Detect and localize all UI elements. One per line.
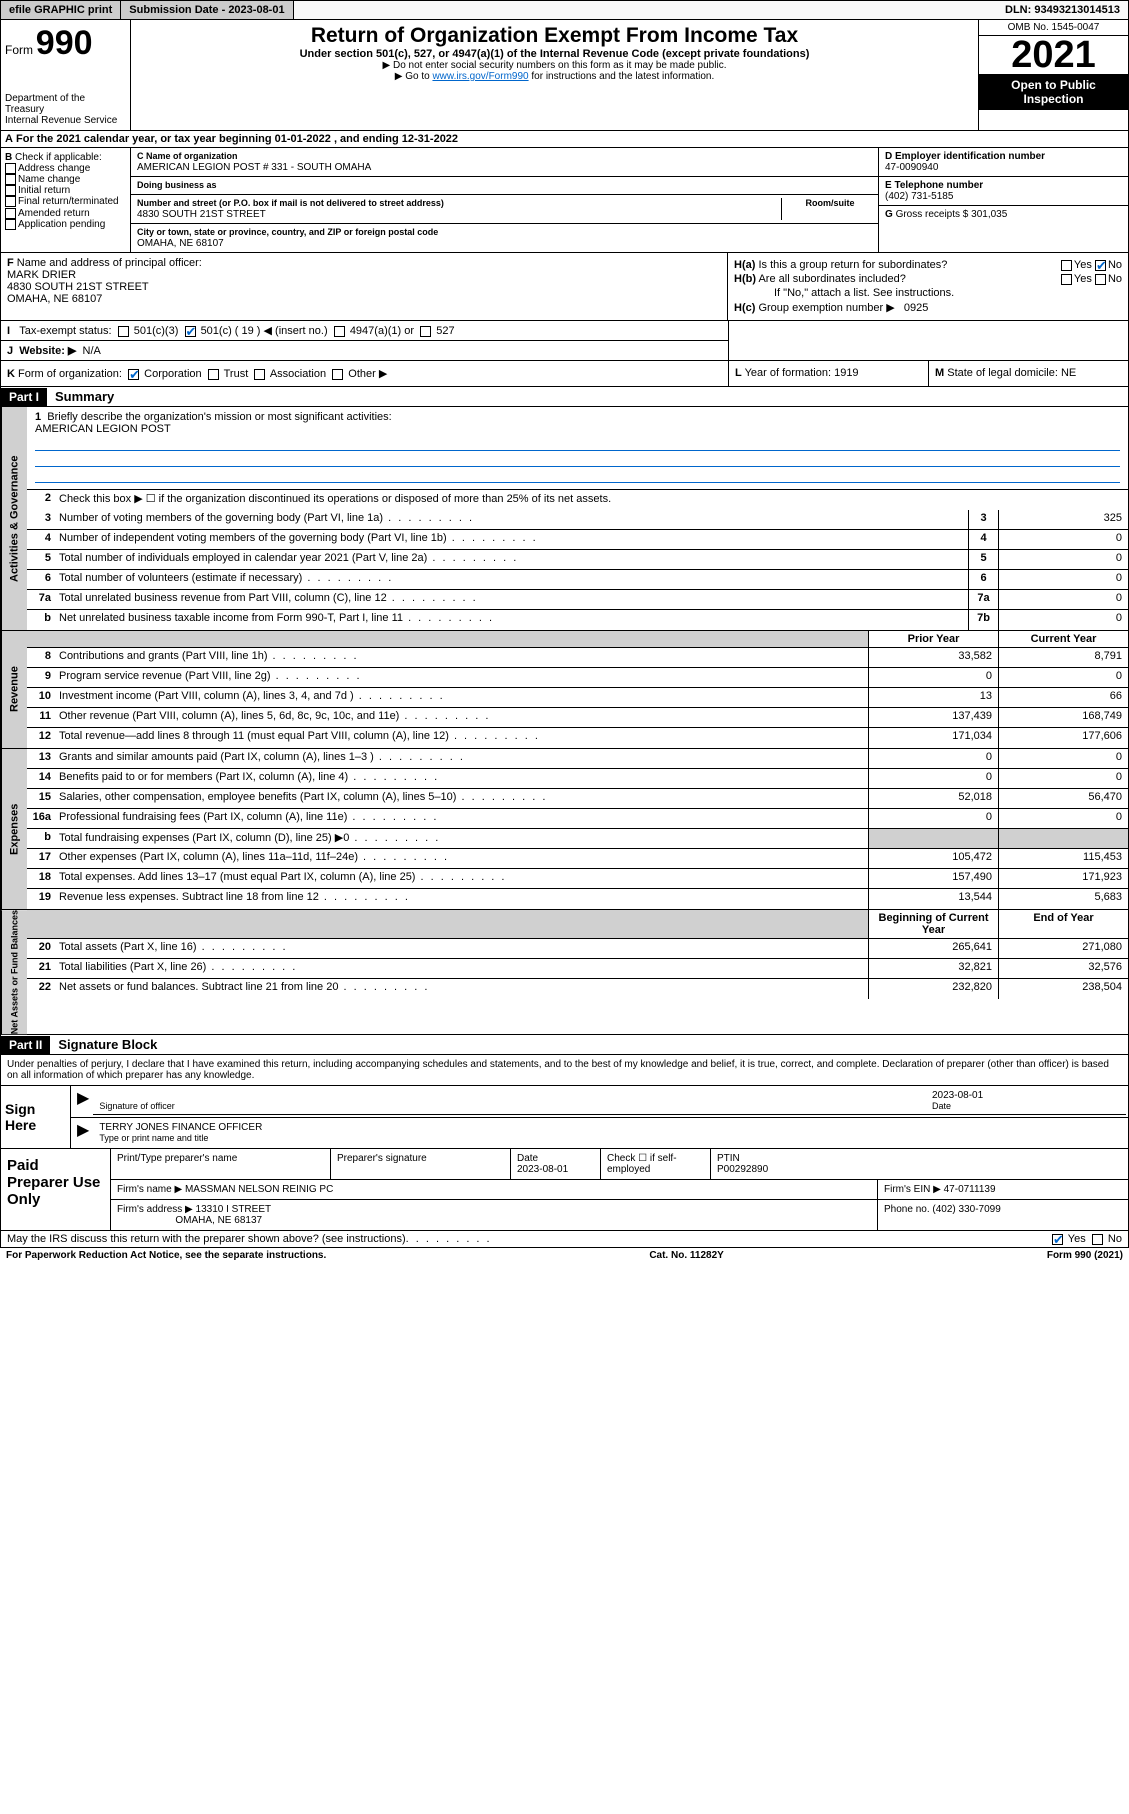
- form-header: Form 990 Department of the Treasury Inte…: [0, 20, 1129, 131]
- col-DEG: D Employer identification number 47-0090…: [878, 148, 1128, 252]
- cb-final[interactable]: Final return/terminated: [5, 196, 126, 207]
- header-right: OMB No. 1545-0047 2021 Open to Public In…: [978, 20, 1128, 130]
- table-row: 14Benefits paid to or for members (Part …: [27, 769, 1128, 789]
- line-M: M State of legal domicile: NE: [928, 361, 1128, 386]
- header-left: Form 990 Department of the Treasury Inte…: [1, 20, 131, 130]
- form-label: Form: [5, 43, 33, 57]
- table-row: 15Salaries, other compensation, employee…: [27, 789, 1128, 809]
- section-BCDEG: B Check if applicable: Address change Na…: [0, 148, 1129, 253]
- sign-here-block: Sign Here ▶ Signature of officer 2023-08…: [0, 1086, 1129, 1149]
- col-F: F Name and address of principal officer:…: [1, 253, 728, 320]
- line-D: D Employer identification number 47-0090…: [879, 148, 1128, 177]
- irs-link[interactable]: www.irs.gov/Form990: [432, 71, 528, 82]
- section-IJ: I Tax-exempt status: 501(c)(3) 501(c) ( …: [0, 321, 1129, 361]
- netassets-section: Net Assets or Fund Balances Beginning of…: [0, 910, 1129, 1035]
- paid-preparer-block: Paid Preparer Use Only Print/Type prepar…: [0, 1149, 1129, 1231]
- c-dba: Doing business as: [131, 177, 878, 195]
- line-I: I Tax-exempt status: 501(c)(3) 501(c) ( …: [1, 321, 728, 341]
- efile-btn[interactable]: efile GRAPHIC print: [1, 1, 121, 19]
- table-row: 6Total number of volunteers (estimate if…: [27, 570, 1128, 590]
- table-row: 17Other expenses (Part IX, column (A), l…: [27, 849, 1128, 869]
- line-K: K Form of organization: Corporation Trus…: [1, 361, 728, 386]
- table-row: 11Other revenue (Part VIII, column (A), …: [27, 708, 1128, 728]
- cb-name[interactable]: Name change: [5, 174, 126, 185]
- col-B: B Check if applicable: Address change Na…: [1, 148, 131, 252]
- c-street: Number and street (or P.O. box if mail i…: [131, 195, 878, 224]
- revenue-section: Revenue Prior Year Current Year 8Contrib…: [0, 631, 1129, 749]
- table-row: 19Revenue less expenses. Subtract line 1…: [27, 889, 1128, 909]
- governance-section: Activities & Governance 1 Briefly descri…: [0, 407, 1129, 631]
- table-row: 18Total expenses. Add lines 13–17 (must …: [27, 869, 1128, 889]
- table-row: 21Total liabilities (Part X, line 26)32,…: [27, 959, 1128, 979]
- cb-amended[interactable]: Amended return: [5, 208, 126, 219]
- submission-date: Submission Date - 2023-08-01: [121, 1, 293, 19]
- part2-header: Part II Signature Block: [0, 1035, 1129, 1055]
- col-H: H(a) Is this a group return for subordin…: [728, 253, 1128, 320]
- c-name: C Name of organization AMERICAN LEGION P…: [131, 148, 878, 177]
- dln: DLN: 93493213014513: [997, 1, 1128, 19]
- open-public: Open to Public Inspection: [979, 74, 1128, 110]
- table-row: 13Grants and similar amounts paid (Part …: [27, 749, 1128, 769]
- part1-header: Part I Summary: [0, 387, 1129, 407]
- table-row: 7aTotal unrelated business revenue from …: [27, 590, 1128, 610]
- form-subtitle: Under section 501(c), 527, or 4947(a)(1)…: [135, 48, 974, 60]
- expenses-label: Expenses: [1, 749, 27, 909]
- dept-treasury: Department of the Treasury: [5, 93, 126, 115]
- sig-intro: Under penalties of perjury, I declare th…: [0, 1055, 1129, 1086]
- table-row: 4Number of independent voting members of…: [27, 530, 1128, 550]
- c-city: City or town, state or province, country…: [131, 224, 878, 252]
- revenue-label: Revenue: [1, 631, 27, 748]
- paid-preparer-label: Paid Preparer Use Only: [1, 1149, 111, 1230]
- tax-year: 2021: [979, 36, 1128, 74]
- table-row: 8Contributions and grants (Part VIII, li…: [27, 648, 1128, 668]
- arrow-icon: ▶: [73, 1120, 93, 1146]
- col-C: C Name of organization AMERICAN LEGION P…: [131, 148, 878, 252]
- governance-label: Activities & Governance: [1, 407, 27, 630]
- line-J: J Website: ▶ N/A: [1, 341, 728, 360]
- mission-block: 1 Briefly describe the organization's mi…: [27, 407, 1128, 490]
- table-row: 12Total revenue—add lines 8 through 11 (…: [27, 728, 1128, 748]
- footer: For Paperwork Reduction Act Notice, see …: [0, 1248, 1129, 1263]
- header-mid: Return of Organization Exempt From Incom…: [131, 20, 978, 130]
- table-row: 3Number of voting members of the governi…: [27, 510, 1128, 530]
- table-row: bTotal fundraising expenses (Part IX, co…: [27, 829, 1128, 849]
- netassets-label: Net Assets or Fund Balances: [1, 910, 27, 1034]
- top-bar: efile GRAPHIC print Submission Date - 20…: [0, 0, 1129, 20]
- cb-address[interactable]: Address change: [5, 163, 126, 174]
- line-A: A For the 2021 calendar year, or tax yea…: [0, 131, 1129, 148]
- line-G: G Gross receipts $ 301,035: [879, 206, 1128, 223]
- table-row: 22Net assets or fund balances. Subtract …: [27, 979, 1128, 999]
- section-KLM: K Form of organization: Corporation Trus…: [0, 361, 1129, 387]
- note-link: ▶ Go to www.irs.gov/Form990 for instruct…: [135, 71, 974, 82]
- may-irs-row: May the IRS discuss this return with the…: [0, 1231, 1129, 1248]
- table-row: 9Program service revenue (Part VIII, lin…: [27, 668, 1128, 688]
- cb-initial[interactable]: Initial return: [5, 185, 126, 196]
- note-ssn: ▶ Do not enter social security numbers o…: [135, 60, 974, 71]
- sign-here-label: Sign Here: [1, 1086, 71, 1148]
- table-row: 5Total number of individuals employed in…: [27, 550, 1128, 570]
- table-row: 16aProfessional fundraising fees (Part I…: [27, 809, 1128, 829]
- table-row: 10Investment income (Part VIII, column (…: [27, 688, 1128, 708]
- table-row: bNet unrelated business taxable income f…: [27, 610, 1128, 630]
- expenses-section: Expenses 13Grants and similar amounts pa…: [0, 749, 1129, 910]
- cb-pending[interactable]: Application pending: [5, 219, 126, 230]
- line-L: L Year of formation: 1919: [728, 361, 928, 386]
- form-title: Return of Organization Exempt From Incom…: [135, 24, 974, 48]
- arrow-icon: ▶: [73, 1088, 93, 1115]
- form-number: 990: [36, 24, 93, 62]
- table-row: 20Total assets (Part X, line 16)265,6412…: [27, 939, 1128, 959]
- line-E: E Telephone number (402) 731-5185: [879, 177, 1128, 206]
- irs-label: Internal Revenue Service: [5, 115, 126, 126]
- section-FH: F Name and address of principal officer:…: [0, 253, 1129, 321]
